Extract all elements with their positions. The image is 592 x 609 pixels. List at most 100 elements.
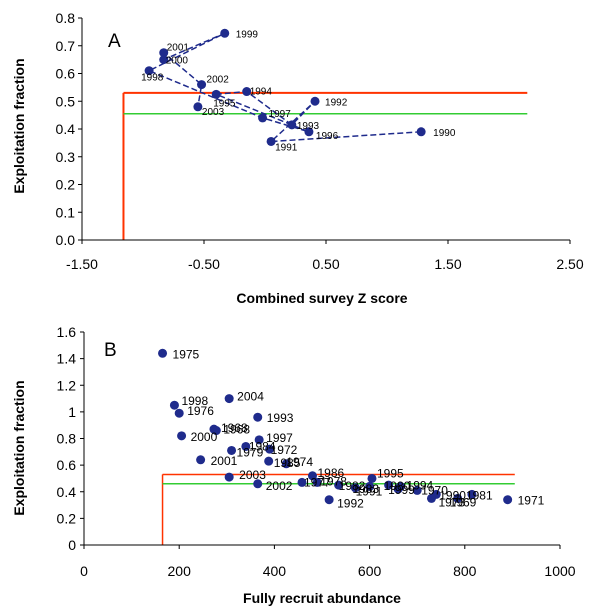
chart-a-point-2003 xyxy=(193,102,203,112)
chart-a-point-2002 xyxy=(197,80,207,90)
chart-b-point-label: 1997 xyxy=(266,431,293,445)
chart-a-point-label: 1997 xyxy=(269,109,292,120)
chart-a-ytick-label: 0.1 xyxy=(56,204,76,220)
chart-a-reference-lines xyxy=(122,91,528,240)
chart-a-point-2001 xyxy=(159,48,169,58)
chart-b-point-1980 xyxy=(384,480,394,490)
chart-a: Exploitation fraction Combined survey Z … xyxy=(11,10,584,306)
chart-b-point-1991 xyxy=(365,481,375,491)
chart-a-point-label: 1993 xyxy=(297,121,320,132)
chart-a-ytick-label: 0.3 xyxy=(56,149,76,165)
chart-b-ylabel: Exploitation fraction xyxy=(11,380,27,515)
chart-b-point-label: 1982 xyxy=(339,479,366,493)
chart-a-ytick-label: 0.5 xyxy=(56,93,76,109)
chart-b-point-1976 xyxy=(174,408,184,418)
chart-b-point-label: 1992 xyxy=(337,497,364,511)
chart-a-point-label: 2002 xyxy=(207,75,230,86)
chart-a-point-labels: 1990 1991 1992 1993 1994 1995 1996 1997 1998 1999… xyxy=(141,29,456,153)
chart-b-point-1993 xyxy=(253,412,263,422)
chart-a-xtick-label: -1.50 xyxy=(66,256,98,272)
chart-a-ytick-label: 0.2 xyxy=(56,177,76,193)
chart-a-point-1995 xyxy=(211,89,221,99)
chart-b-point-1979 xyxy=(227,445,237,455)
chart-b-point-1971 xyxy=(503,495,513,505)
chart-a-point-label: 2003 xyxy=(202,107,225,118)
chart-b-point-1968 xyxy=(211,426,221,436)
chart-b-point-label: 1998 xyxy=(181,394,208,408)
chart-b-point-label: 1986 xyxy=(317,466,344,480)
chart-b-point-label: 1993 xyxy=(267,411,294,425)
chart-b-point-label: 1973 xyxy=(438,495,465,509)
chart-a-point-label: 1996 xyxy=(316,131,339,142)
chart-b-xtick-label: 400 xyxy=(263,563,287,579)
chart-b-ytick-label: 0.4 xyxy=(57,484,77,500)
chart-a-point-label: 1992 xyxy=(325,97,348,108)
chart-b-point-1984 xyxy=(241,441,251,451)
chart-a-point-1997 xyxy=(258,113,268,123)
chart-b-point-label: 1976 xyxy=(187,404,214,418)
chart-b-xtick-label: 800 xyxy=(453,563,477,579)
chart-b-ytick-label: 1.4 xyxy=(57,351,77,367)
chart-b-ytick-label: 0 xyxy=(68,537,76,553)
chart-b-point-label: 1990 xyxy=(439,488,466,502)
chart-b-point-1986 xyxy=(307,471,317,481)
chart-b-ytick-label: 1.2 xyxy=(57,377,77,393)
chart-b-point-1970 xyxy=(412,485,422,495)
chart-b-point-label: 1995 xyxy=(377,466,404,480)
chart-b-point-label: 2001 xyxy=(211,454,238,468)
chart-a-xtick-label: -0.50 xyxy=(188,256,220,272)
chart-b-point-label: 1970 xyxy=(421,483,448,497)
chart-a-point-2000 xyxy=(159,55,169,65)
chart-b-point-1982 xyxy=(334,480,344,490)
chart-b-point-label: 1972 xyxy=(271,443,298,457)
chart-a-ytick-label: 0.8 xyxy=(56,10,76,26)
chart-b-point-label: 1983 xyxy=(352,482,379,496)
chart-b-point-label: 1978 xyxy=(320,474,347,488)
chart-a-ytick-label: 0.6 xyxy=(56,66,76,82)
chart-b-xtick-label: 1000 xyxy=(544,563,575,579)
chart-b-point-2000 xyxy=(177,431,187,441)
chart-b-xtick-label: 0 xyxy=(80,563,88,579)
chart-b-point-1972 xyxy=(265,444,275,454)
chart-b-point-1977 xyxy=(297,477,307,487)
chart-a-ytick-label: 0.4 xyxy=(56,121,76,137)
chart-a-point-1992 xyxy=(310,96,320,106)
chart-a-point-1993 xyxy=(287,120,297,130)
chart-b-point-1974 xyxy=(281,459,291,469)
chart-a-ytick-label: 0.7 xyxy=(56,38,76,54)
chart-b-xtick-label: 600 xyxy=(358,563,382,579)
chart-a-point-label: 1995 xyxy=(213,98,236,109)
chart-a-series-line xyxy=(147,32,422,143)
chart-a-point-label: 1990 xyxy=(433,128,456,139)
chart-a-point-1996 xyxy=(304,127,314,137)
chart-b-point-label: 1985 xyxy=(274,456,301,470)
chart-b-point-label: 1968 xyxy=(221,421,248,435)
chart-a-ytick-label: 0.0 xyxy=(56,232,76,248)
chart-b-point-1981 xyxy=(467,489,477,499)
chart-b-tick-labels: 0 0.2 0.4 0.6 0.8 1 1.2 1.4 1.6 0 200 400 600 800 1000 xyxy=(57,324,576,579)
chart-b-point-label: 2004 xyxy=(237,390,264,404)
chart-b-point-1997 xyxy=(254,435,264,445)
chart-b: Exploitation fraction Fully recruit abun… xyxy=(11,324,576,606)
chart-b-point-label: 1974 xyxy=(286,455,313,469)
chart-b-point-label: 1979 xyxy=(237,445,264,459)
chart-a-xlabel: Combined survey Z score xyxy=(236,290,407,306)
chart-b-xlabel: Fully recruit abundance xyxy=(243,590,401,606)
chart-b-point-1995 xyxy=(367,473,377,483)
chart-b-point-1975 xyxy=(158,348,168,358)
chart-b-point-label: 2003 xyxy=(239,468,266,482)
chart-b-ytick-label: 1.6 xyxy=(57,324,77,340)
chart-a-trajectory xyxy=(147,32,422,143)
chart-a-point-label: 1999 xyxy=(236,29,259,40)
chart-a-point-label: 1991 xyxy=(275,142,298,153)
chart-a-point-label: 2001 xyxy=(167,43,190,54)
chart-a-point-1998 xyxy=(144,66,154,76)
chart-b-point-2002 xyxy=(253,479,263,489)
chart-b-point-1969 xyxy=(453,493,463,503)
chart-a-point-1999 xyxy=(220,28,230,38)
chart-a-panel-label: A xyxy=(108,31,121,52)
chart-b-axes xyxy=(80,331,561,549)
chart-a-point-label: 1994 xyxy=(250,87,273,98)
